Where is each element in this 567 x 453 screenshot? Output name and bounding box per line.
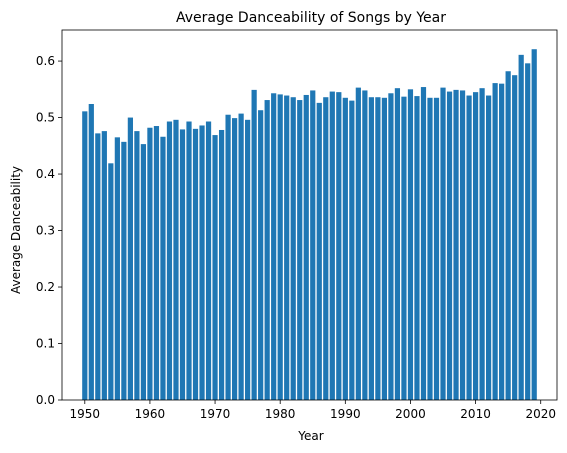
bar-2003 <box>427 97 433 400</box>
bar-2011 <box>479 88 485 401</box>
bar-1979 <box>271 93 277 401</box>
bar-1982 <box>290 97 296 400</box>
bar-1978 <box>264 100 270 401</box>
bar-1960 <box>147 127 153 400</box>
bar-1977 <box>258 110 264 401</box>
x-tick-label-1990: 1990 <box>330 407 361 421</box>
y-tick-label-0.6: 0.6 <box>36 54 55 68</box>
bar-2014 <box>499 83 505 400</box>
y-tick-label-0.4: 0.4 <box>36 167 55 181</box>
bar-2008 <box>459 90 466 400</box>
bar-2010 <box>472 92 479 400</box>
x-axis-label: Year <box>297 429 323 443</box>
x-tick-label-1970: 1970 <box>200 407 231 421</box>
x-tick-label-2010: 2010 <box>460 407 491 421</box>
bar-1956 <box>121 141 127 400</box>
bar-2017 <box>518 54 524 400</box>
bar-2012 <box>486 95 492 400</box>
bar-1967 <box>192 128 199 400</box>
bar-1962 <box>160 136 166 400</box>
plot-frame <box>61 29 558 401</box>
bar-1983 <box>297 100 303 401</box>
chart-title: Average Danceability of Songs by Year <box>176 10 446 26</box>
bar-1987 <box>323 97 329 400</box>
bar-1951 <box>88 104 94 400</box>
bar-1969 <box>205 121 212 400</box>
bar-1957 <box>127 117 133 400</box>
bar-1999 <box>401 96 407 400</box>
bar-1971 <box>218 129 225 401</box>
bar-1973 <box>231 118 238 401</box>
bar-2007 <box>453 89 459 400</box>
bar-2019 <box>531 49 537 401</box>
bar-1988 <box>329 91 335 400</box>
bar-1991 <box>349 100 355 401</box>
bar-1955 <box>114 137 120 400</box>
bars-group <box>82 49 537 401</box>
bar-1997 <box>388 93 394 401</box>
bar-1994 <box>368 97 374 400</box>
bar-1993 <box>362 90 368 400</box>
bar-2006 <box>446 91 453 400</box>
bar-2002 <box>420 87 427 401</box>
bar-1976 <box>251 89 257 400</box>
bar-1970 <box>212 135 218 400</box>
y-tick-label-0.2: 0.2 <box>36 280 55 294</box>
y-axis-ticks: 0.0 0.1 0.2 0.3 0.4 0.5 0.6 <box>36 54 62 407</box>
bar-1986 <box>316 102 322 401</box>
bar-1968 <box>199 125 205 400</box>
bar-1989 <box>336 92 342 400</box>
bar-1964 <box>173 119 179 400</box>
bar-2009 <box>466 95 472 400</box>
bar-1959 <box>140 144 147 400</box>
bar-1998 <box>394 88 401 401</box>
bar-1984 <box>303 94 309 401</box>
y-tick-label-0.3: 0.3 <box>36 224 55 238</box>
bar-1972 <box>225 114 231 400</box>
bar-1958 <box>134 131 140 401</box>
bar-1950 <box>82 111 88 400</box>
y-tick-label-0.1: 0.1 <box>36 337 55 351</box>
bar-1963 <box>166 121 173 400</box>
bar-2004 <box>433 97 440 400</box>
bar-1975 <box>245 119 251 400</box>
x-tick-label-1950: 1950 <box>70 407 101 421</box>
bar-1995 <box>375 97 381 400</box>
bar-1952 <box>95 133 101 400</box>
bar-2005 <box>440 87 446 401</box>
bar-1996 <box>381 97 388 400</box>
bar-2000 <box>407 89 414 400</box>
x-tick-label-1960: 1960 <box>135 407 166 421</box>
x-tick-label-2000: 2000 <box>395 407 426 421</box>
bar-1992 <box>355 87 361 401</box>
bar-1954 <box>108 163 114 400</box>
bar-2015 <box>505 71 511 401</box>
bar-1990 <box>342 97 348 400</box>
y-axis-label: Average Danceability <box>9 166 23 294</box>
y-tick-label-0.5: 0.5 <box>36 111 55 125</box>
bar-1953 <box>101 131 107 401</box>
bar-2013 <box>492 83 498 400</box>
bar-1961 <box>153 126 160 400</box>
bar-1965 <box>179 129 186 401</box>
bar-2001 <box>414 96 420 400</box>
bar-2018 <box>525 63 531 400</box>
bar-2016 <box>512 75 518 400</box>
bar-1985 <box>310 90 316 400</box>
y-tick-label-0.0: 0.0 <box>36 393 55 407</box>
bar-1974 <box>238 113 244 400</box>
bar-1980 <box>277 94 283 401</box>
bar-1981 <box>284 95 290 400</box>
x-axis-ticks: 1950 1960 1970 1980 1990 2000 2010 2020 <box>70 400 556 421</box>
x-tick-label-1980: 1980 <box>265 407 296 421</box>
x-tick-label-2020: 2020 <box>525 407 556 421</box>
bar-1966 <box>186 121 192 400</box>
